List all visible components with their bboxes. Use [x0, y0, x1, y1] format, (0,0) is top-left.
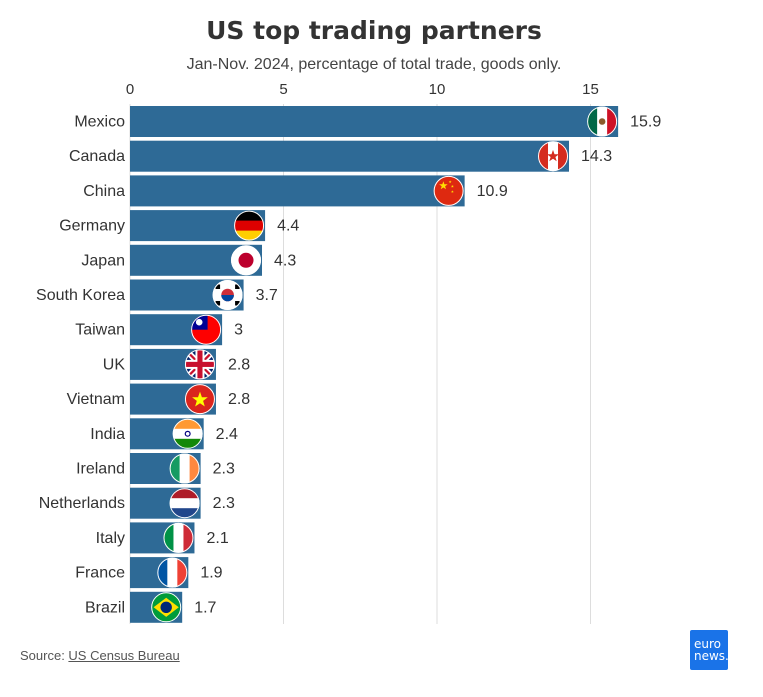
category-label: Brazil: [85, 599, 125, 616]
value-label: 14.3: [581, 148, 612, 165]
value-label: 4.3: [274, 252, 296, 269]
x-tick-label: 5: [279, 81, 287, 98]
value-label: 2.8: [228, 391, 250, 408]
x-tick-label: 0: [126, 81, 134, 98]
bar: [130, 175, 465, 207]
category-label: Japan: [81, 252, 125, 269]
value-label: 3.7: [256, 287, 278, 304]
category-label: South Korea: [36, 287, 125, 304]
value-label: 2.1: [206, 530, 228, 547]
value-label: 3: [234, 322, 243, 339]
ireland-flag-icon: [169, 453, 200, 484]
x-tick-label: 10: [429, 81, 446, 98]
source-link[interactable]: US Census Bureau: [68, 648, 180, 663]
category-label: India: [90, 426, 125, 443]
category-label: Netherlands: [39, 495, 125, 512]
category-label: China: [83, 183, 125, 200]
value-label: 15.9: [630, 114, 661, 131]
category-label: Vietnam: [67, 391, 125, 408]
category-label: Germany: [59, 218, 125, 235]
chart-title: US top trading partners: [206, 16, 542, 45]
netherlands-flag-icon: [169, 488, 200, 519]
canada-flag-icon: [538, 141, 569, 172]
chart-subtitle: Jan-Nov. 2024, percentage of total trade…: [186, 56, 562, 73]
value-label: 1.7: [194, 599, 216, 616]
category-label: Italy: [96, 530, 125, 547]
category-label: Taiwan: [75, 322, 125, 339]
logo-line-1: euro: [694, 637, 721, 651]
value-label: 2.3: [213, 461, 235, 478]
logo-line-2: news.: [694, 649, 729, 663]
value-label: 4.4: [277, 218, 299, 235]
bar: [130, 140, 570, 172]
value-label: 2.8: [228, 356, 250, 373]
india-flag-icon: [172, 418, 203, 449]
value-label: 2.4: [216, 426, 238, 443]
bar: [130, 106, 619, 137]
x-tick-label: 15: [582, 81, 599, 98]
bar-chart: 0 5 10 15 Mexico 15.9 Canada 14.3 China 10.9 Germa…: [36, 81, 661, 624]
euronews-logo: euro news.: [690, 630, 729, 670]
category-label: Canada: [69, 148, 125, 165]
value-label: 1.9: [200, 565, 222, 582]
mexico-flag-icon: [587, 106, 618, 137]
italy-flag-icon: [163, 522, 194, 553]
value-label: 2.3: [213, 495, 235, 512]
category-label: Mexico: [74, 114, 125, 131]
source-note: Source: US Census Bureau: [20, 648, 180, 663]
category-label: Ireland: [76, 461, 125, 478]
source-prefix: Source:: [20, 648, 69, 663]
value-label: 10.9: [477, 183, 508, 200]
category-label: UK: [103, 356, 126, 373]
france-flag-icon: [157, 557, 188, 588]
germany-flag-icon: [234, 210, 265, 241]
category-label: France: [75, 565, 125, 582]
